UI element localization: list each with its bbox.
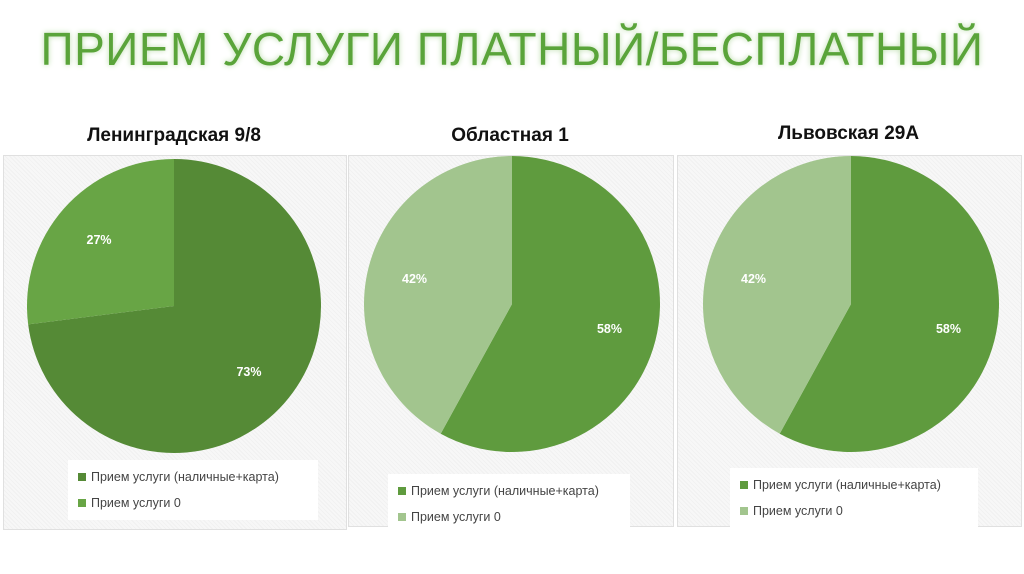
legend-item: Прием услуги 0 — [740, 498, 968, 524]
chart-title-1: Областная 1 — [451, 125, 569, 146]
pie-slice — [779, 156, 999, 452]
legend-item: Прием услуги 0 — [78, 490, 308, 516]
pie-slice — [364, 156, 512, 434]
legend-item: Прием услуги (наличные+карта) — [398, 478, 620, 504]
legend-swatch — [78, 473, 86, 481]
legend-item: Прием услуги (наличные+карта) — [78, 464, 308, 490]
pie-slice — [28, 159, 321, 453]
legend-label: Прием услуги (наличные+карта) — [91, 470, 279, 484]
legend-item: Прием услуги 0 — [398, 504, 620, 530]
legend-1: Прием услуги (наличные+карта) Прием услу… — [388, 474, 630, 534]
data-label: 42% — [741, 272, 766, 286]
data-label: 27% — [87, 233, 112, 247]
chart-title-0: Ленинградская 9/8 — [87, 125, 261, 146]
slide-title: ПРИЕМ УСЛУГИ ПЛАТНЫЙ/БЕСПЛАТНЫЙ — [40, 23, 984, 75]
legend-swatch — [398, 513, 406, 521]
data-label: 58% — [597, 322, 622, 336]
legend-label: Прием услуги 0 — [411, 510, 501, 524]
pie-slice — [26, 159, 174, 325]
data-label: 42% — [402, 272, 427, 286]
legend-swatch — [398, 487, 406, 495]
legend-2: Прием услуги (наличные+карта) Прием услу… — [730, 468, 978, 528]
data-label: 58% — [936, 322, 961, 336]
legend-label: Прием услуги (наличные+карта) — [411, 484, 599, 498]
legend-swatch — [740, 507, 748, 515]
legend-label: Прием услуги 0 — [91, 496, 181, 510]
legend-label: Прием услуги (наличные+карта) — [753, 478, 941, 492]
data-label: 73% — [236, 365, 261, 379]
legend-swatch — [740, 481, 748, 489]
legend-label: Прием услуги 0 — [753, 504, 843, 518]
chart-title-2: Львовская 29А — [777, 123, 920, 144]
legend-item: Прием услуги (наличные+карта) — [740, 472, 968, 498]
legend-swatch — [78, 499, 86, 507]
legend-0: Прием услуги (наличные+карта) Прием услу… — [68, 460, 318, 520]
pie-slice — [440, 156, 660, 453]
pie-slice — [702, 156, 851, 434]
